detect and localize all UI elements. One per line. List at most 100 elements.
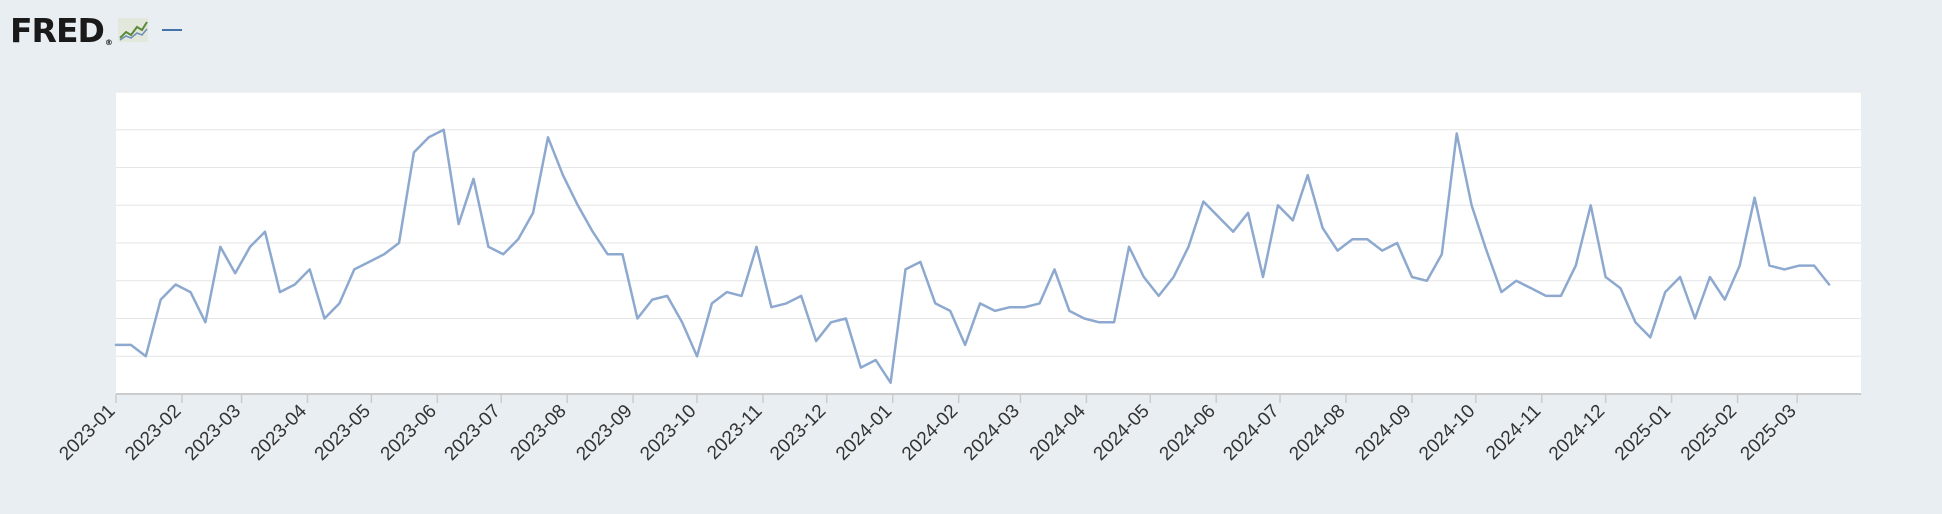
data-point[interactable] xyxy=(1128,246,1130,248)
data-point[interactable] xyxy=(1321,227,1324,229)
data-point[interactable] xyxy=(1724,298,1726,301)
data-point[interactable] xyxy=(1262,276,1264,278)
data-point[interactable] xyxy=(800,295,802,297)
data-point[interactable] xyxy=(636,317,639,320)
data-point[interactable] xyxy=(1679,276,1681,278)
data-point[interactable] xyxy=(249,246,251,248)
data-point[interactable] xyxy=(726,291,728,293)
data-point[interactable] xyxy=(1604,276,1607,278)
data-point[interactable] xyxy=(1009,306,1011,309)
data-point[interactable] xyxy=(874,359,877,361)
data-point[interactable] xyxy=(383,253,385,256)
data-point[interactable] xyxy=(264,230,266,233)
data-point[interactable] xyxy=(353,268,356,271)
data-point[interactable] xyxy=(770,306,773,309)
data-point[interactable] xyxy=(1217,215,1220,218)
data-point[interactable] xyxy=(1381,249,1383,252)
fred-logo[interactable]: FRED® xyxy=(10,14,113,47)
data-point[interactable] xyxy=(1560,295,1562,297)
data-point[interactable] xyxy=(1366,238,1369,240)
data-point[interactable] xyxy=(368,261,371,263)
data-point[interactable] xyxy=(1351,238,1354,240)
data-point[interactable] xyxy=(934,302,937,305)
data-point[interactable] xyxy=(1828,283,1830,286)
data-point[interactable] xyxy=(323,317,326,320)
data-point[interactable] xyxy=(1783,268,1786,271)
data-point[interactable] xyxy=(1277,204,1279,207)
data-point[interactable] xyxy=(562,174,564,176)
data-point[interactable] xyxy=(145,355,147,358)
data-point[interactable] xyxy=(1455,132,1458,135)
data-point[interactable] xyxy=(1083,317,1086,320)
data-point[interactable] xyxy=(696,355,698,358)
data-point[interactable] xyxy=(1545,295,1547,297)
data-point[interactable] xyxy=(1485,249,1488,252)
data-point[interactable] xyxy=(279,291,281,293)
data-point[interactable] xyxy=(815,340,817,342)
data-point[interactable] xyxy=(711,302,713,305)
data-point[interactable] xyxy=(1247,212,1249,214)
data-point[interactable] xyxy=(1113,321,1115,324)
data-point[interactable] xyxy=(204,321,207,324)
data-point[interactable] xyxy=(994,310,996,312)
data-point[interactable] xyxy=(1575,264,1577,267)
data-point[interactable] xyxy=(189,291,192,293)
data-point[interactable] xyxy=(1589,204,1592,207)
data-point[interactable] xyxy=(845,317,847,320)
data-point[interactable] xyxy=(115,344,117,346)
data-point[interactable] xyxy=(1098,321,1100,324)
data-point[interactable] xyxy=(1753,196,1756,199)
data-point[interactable] xyxy=(1157,295,1160,297)
data-point[interactable] xyxy=(1738,264,1741,267)
data-point[interactable] xyxy=(1292,219,1294,222)
data-point[interactable] xyxy=(472,178,475,180)
data-point[interactable] xyxy=(234,272,236,275)
data-point[interactable] xyxy=(547,136,549,139)
data-point[interactable] xyxy=(1798,264,1801,267)
data-point[interactable] xyxy=(174,283,177,286)
data-point[interactable] xyxy=(487,246,490,248)
data-point[interactable] xyxy=(621,253,624,256)
data-point[interactable] xyxy=(1694,317,1696,320)
data-point[interactable] xyxy=(1515,280,1518,282)
data-point[interactable] xyxy=(532,212,534,214)
data-point[interactable] xyxy=(457,223,460,225)
data-point[interactable] xyxy=(1441,253,1443,256)
data-point[interactable] xyxy=(577,204,579,207)
data-point[interactable] xyxy=(889,381,892,384)
data-point[interactable] xyxy=(308,268,311,271)
data-point[interactable] xyxy=(1143,276,1145,278)
data-point[interactable] xyxy=(1396,242,1398,244)
data-point[interactable] xyxy=(1530,287,1532,290)
data-point[interactable] xyxy=(651,298,654,301)
data-point[interactable] xyxy=(1038,302,1041,305)
data-point[interactable] xyxy=(1232,230,1234,233)
data-point[interactable] xyxy=(1500,291,1503,293)
data-point[interactable] xyxy=(502,253,505,256)
data-point[interactable] xyxy=(159,298,162,301)
data-point[interactable] xyxy=(785,302,788,305)
data-point[interactable] xyxy=(1470,204,1473,207)
data-point[interactable] xyxy=(740,295,743,297)
data-point[interactable] xyxy=(517,238,519,240)
data-point[interactable] xyxy=(964,344,966,346)
data-point[interactable] xyxy=(1187,246,1190,248)
data-point[interactable] xyxy=(830,321,832,324)
data-point[interactable] xyxy=(338,302,341,305)
data-point[interactable] xyxy=(219,246,222,248)
data-point[interactable] xyxy=(1426,280,1428,282)
data-point[interactable] xyxy=(1768,264,1771,267)
data-point[interactable] xyxy=(1649,336,1652,339)
data-point[interactable] xyxy=(949,310,951,312)
data-point[interactable] xyxy=(606,253,609,256)
data-point[interactable] xyxy=(413,151,415,154)
data-point[interactable] xyxy=(1068,310,1071,312)
data-point[interactable] xyxy=(1634,321,1637,324)
data-point[interactable] xyxy=(979,302,981,305)
data-point[interactable] xyxy=(398,242,400,244)
data-point[interactable] xyxy=(904,268,907,271)
data-point[interactable] xyxy=(1619,287,1622,290)
data-point[interactable] xyxy=(442,129,445,131)
data-point[interactable] xyxy=(755,246,758,248)
data-point[interactable] xyxy=(591,230,594,233)
